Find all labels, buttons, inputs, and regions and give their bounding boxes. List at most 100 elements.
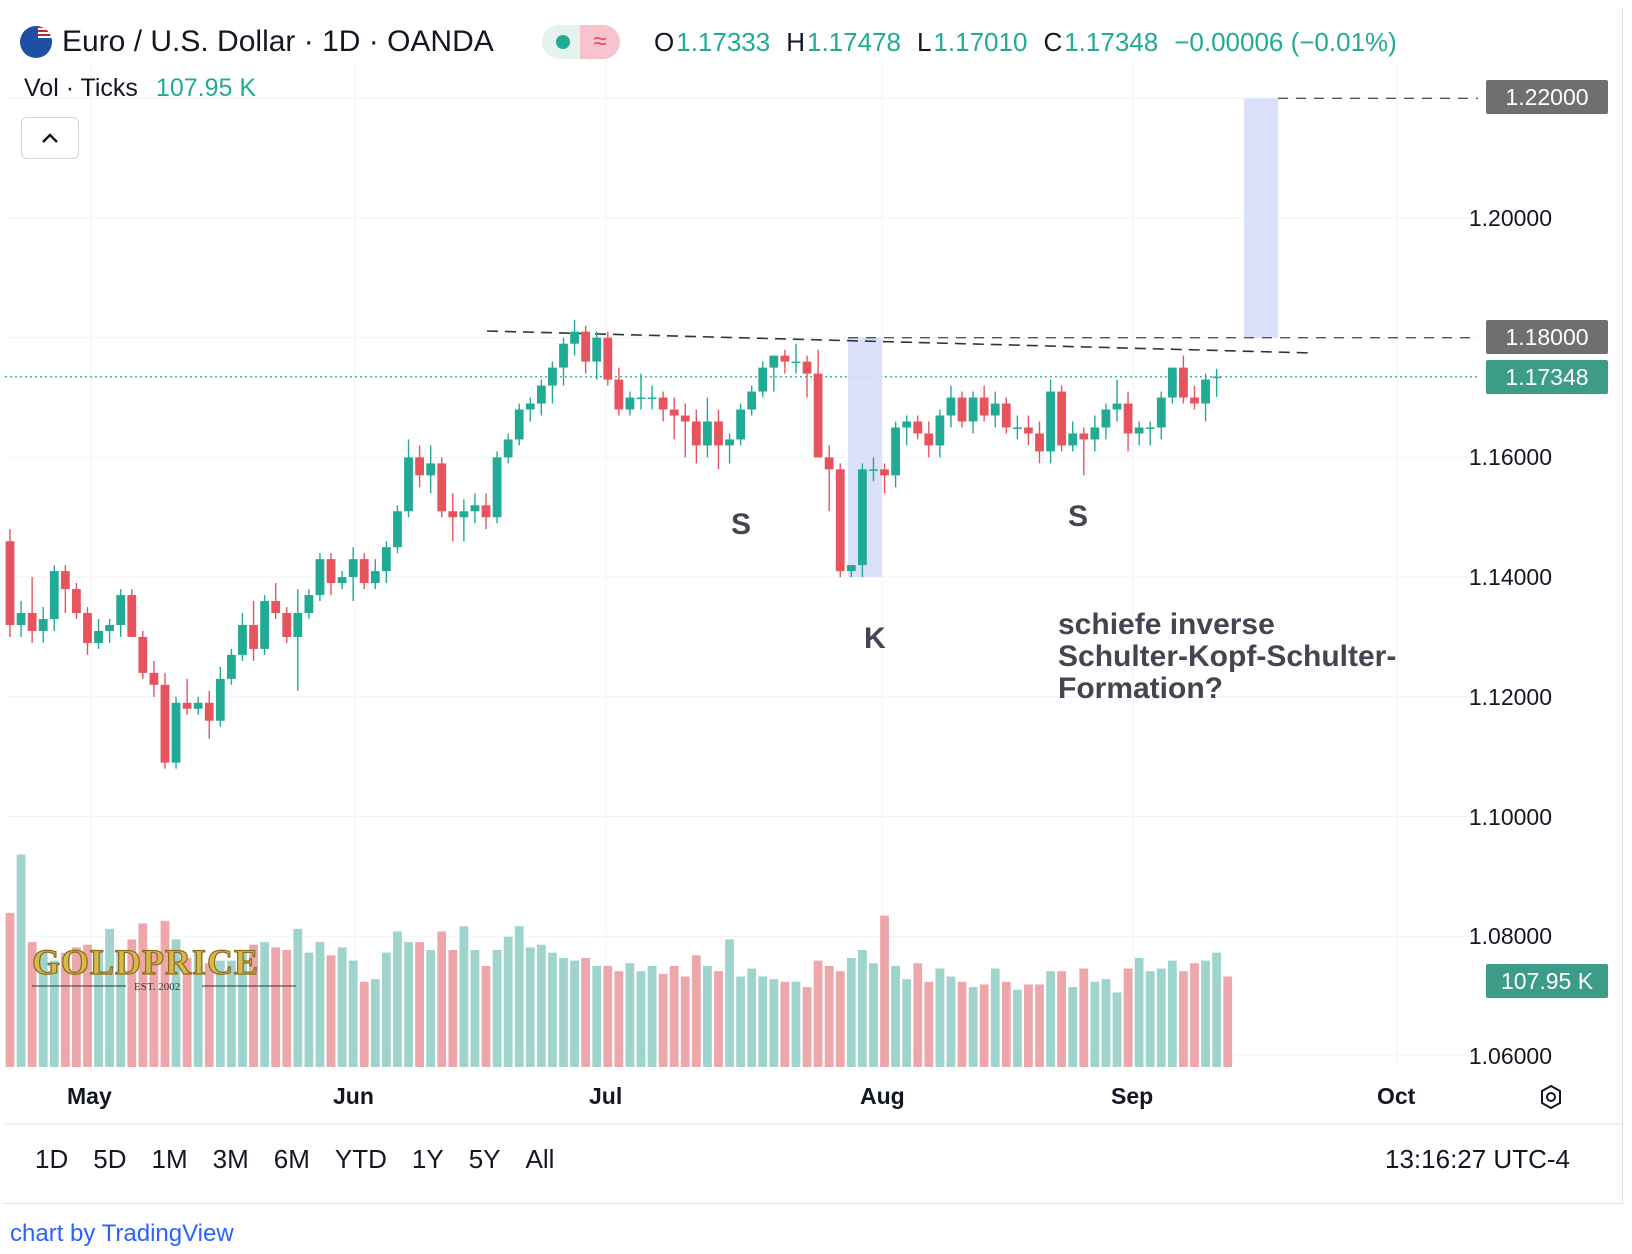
range-all[interactable]: All: [525, 1144, 555, 1174]
ohlc-open: O1.17333: [654, 26, 771, 57]
volume-bar: [315, 942, 325, 1067]
volume-bar: [171, 939, 181, 1067]
volume-bar: [813, 960, 823, 1067]
candle-body: [880, 469, 889, 476]
volume-bar: [72, 947, 81, 1067]
range-5d[interactable]: 5D: [93, 1144, 127, 1174]
last-price-tag: 1.17348: [1486, 360, 1608, 394]
volume-bar: [935, 968, 945, 1067]
candle-body: [60, 571, 70, 590]
volume-bar: [1223, 976, 1233, 1067]
volume-bar: [1134, 957, 1144, 1067]
volume-bar: [404, 942, 413, 1067]
volume-bar: [1190, 963, 1199, 1067]
volume-bar: [548, 952, 557, 1067]
volume-bar: [227, 960, 236, 1067]
candle-body: [979, 397, 989, 416]
candle-body: [437, 463, 447, 512]
volume-bar: [448, 950, 458, 1067]
volume-bar: [924, 981, 934, 1067]
time-label-sep: Sep: [1111, 1083, 1154, 1109]
volume-bar: [1179, 971, 1188, 1067]
volume-bar: [193, 950, 203, 1067]
range-1y[interactable]: 1Y: [411, 1144, 444, 1174]
candle-body: [1212, 376, 1222, 379]
price-axis-label: 1.12000: [1468, 683, 1552, 710]
volume-bar: [492, 950, 502, 1067]
candle-body: [94, 630, 103, 643]
settings-icon[interactable]: [1538, 1084, 1564, 1110]
candle-body: [38, 618, 48, 631]
collapse-legend-button[interactable]: [21, 117, 79, 159]
candle-body: [182, 702, 192, 709]
symbol-title[interactable]: Euro / U.S. Dollar · 1D · OANDA: [20, 22, 494, 62]
candle-body: [891, 427, 900, 476]
candle-body: [127, 595, 137, 637]
candle-body: [72, 589, 81, 614]
volume-bar: [415, 942, 424, 1067]
tradingview-credit-link[interactable]: chart by TradingView: [10, 1220, 234, 1247]
candle-body: [260, 601, 270, 649]
candle-body: [813, 373, 823, 458]
candle-body: [536, 385, 546, 404]
volume-bar: [891, 965, 900, 1067]
range-1m[interactable]: 1M: [151, 1144, 188, 1174]
volume-bar: [536, 944, 546, 1067]
range-6m[interactable]: 6M: [273, 1144, 310, 1174]
volume-bar: [348, 960, 358, 1067]
range-5y[interactable]: 5Y: [468, 1144, 501, 1174]
market-open-icon: [556, 35, 570, 49]
volume-bar: [880, 915, 889, 1067]
volume-bar: [282, 950, 292, 1067]
volume-bar: [747, 968, 757, 1067]
candle-body: [1179, 367, 1188, 398]
candle-body: [470, 505, 480, 512]
volume-bar: [1046, 971, 1055, 1067]
volume-legend[interactable]: Vol · Ticks 107.95 K: [24, 74, 256, 103]
range-selector[interactable]: 1D 5D 1M 3M 6M YTD 1Y 5Y All: [35, 1144, 554, 1175]
clock[interactable]: 13:16:27 UTC-4: [1385, 1144, 1570, 1174]
candle-body: [27, 613, 37, 631]
candle-body: [271, 601, 281, 614]
volume-bar: [304, 952, 314, 1067]
range-1d[interactable]: 1D: [35, 1144, 69, 1174]
volume-bar: [869, 963, 878, 1067]
candle-body: [337, 577, 347, 584]
candle-body: [514, 409, 524, 440]
volume-bar: [1057, 971, 1067, 1067]
volume-bar: [27, 942, 37, 1067]
data-delay-icon: ≈: [580, 25, 620, 59]
volume-bar: [614, 971, 624, 1067]
candle-body: [658, 397, 668, 410]
candle-body: [1145, 427, 1155, 429]
volume-bar: [669, 965, 679, 1067]
volume-bar: [758, 976, 768, 1067]
candle-body: [404, 457, 413, 512]
candle-body: [315, 559, 325, 596]
candle-body: [1012, 427, 1022, 429]
volume-bar: [1024, 984, 1033, 1067]
candle-body: [680, 415, 690, 422]
candle-body: [703, 421, 712, 446]
market-status-pill[interactable]: ≈: [542, 25, 620, 59]
candle-body: [725, 439, 734, 446]
market-status[interactable]: ≈: [542, 22, 620, 62]
volume-bar: [204, 963, 214, 1067]
candle-body: [426, 463, 436, 476]
volume-bar: [913, 963, 923, 1067]
candle-body: [581, 331, 591, 362]
range-ytd[interactable]: YTD: [334, 1144, 387, 1174]
candle-body: [636, 397, 646, 400]
candle-body: [359, 559, 369, 584]
candle-body: [1057, 391, 1067, 446]
ohlc-readout: O1.17333 H1.17478 L1.17010 C1.17348 −0.0…: [654, 22, 1397, 62]
price-axis-label: 1.16000: [1468, 444, 1552, 471]
range-3m[interactable]: 3M: [212, 1144, 249, 1174]
pattern-note-line: Schulter-Kopf-Schulter-: [1058, 640, 1397, 673]
volume-bar: [581, 957, 591, 1067]
candle-body: [957, 397, 967, 422]
candle-body: [946, 397, 956, 416]
volume-bar: [83, 944, 92, 1067]
volume-bar: [116, 952, 126, 1067]
